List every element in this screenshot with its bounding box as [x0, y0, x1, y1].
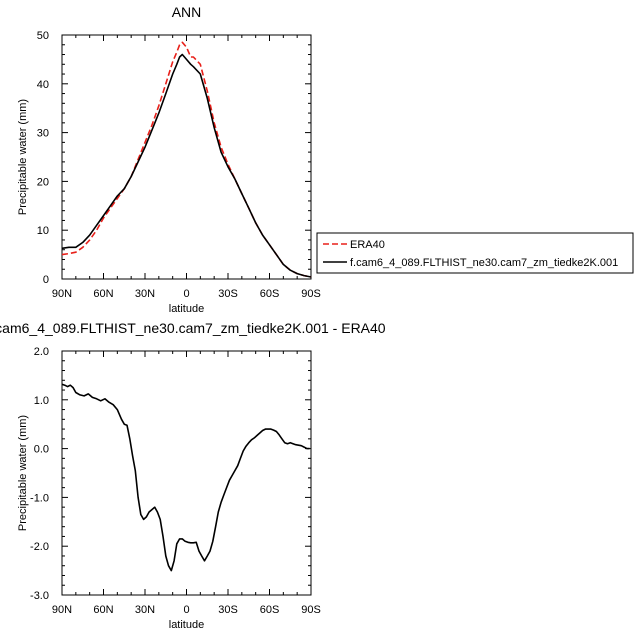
y-axis-label: Precipitable water (mm) [17, 415, 29, 531]
y-tick-label: 50 [37, 30, 49, 42]
y-tick-label: 0.0 [34, 444, 49, 456]
x-tick-label: 30S [218, 288, 238, 300]
legend-label-1: f.cam6_4_089.FLTHIST_ne30.cam7_zm_tiedke… [350, 257, 618, 269]
x-tick-label: 0 [183, 604, 189, 616]
bottom-panel: f.cam6_4_089.FLTHIST_ne30.cam7_zm_tiedke… [0, 320, 386, 631]
legend-box [316, 232, 634, 274]
x-tick-label: 30S [218, 604, 238, 616]
top-panel: ANN 90N 60N 30N 0 30S 60S 90S 0 10 20 30 40 50 latitud… [17, 4, 321, 315]
y-tick-label: 10 [37, 225, 49, 237]
x-tick-label: 90S [301, 288, 321, 300]
x-tick-label: 60N [93, 604, 113, 616]
y-tick-label: -2.0 [30, 541, 49, 553]
y-tick-label: 2.0 [34, 346, 49, 358]
chart-title: f.cam6_4_089.FLTHIST_ne30.cam7_zm_tiedke… [0, 320, 386, 336]
x-tick-label: 90S [301, 604, 321, 616]
series-line-1 [61, 53, 312, 278]
chart-title: ANN [172, 4, 202, 20]
x-tick-label: 60S [260, 288, 280, 300]
y-tick-label: 1.0 [34, 395, 49, 407]
x-tick-label: 60N [93, 288, 113, 300]
x-tick-label: 90N [52, 288, 72, 300]
y-tick-label: 0 [43, 274, 49, 286]
y-axis-label: Precipitable water (mm) [17, 99, 29, 215]
x-axis-label: latitude [169, 619, 204, 631]
x-axis-label: latitude [169, 303, 204, 315]
y-tick-label: 30 [37, 128, 49, 140]
y-tick-label: 40 [37, 79, 49, 91]
y-tick-label: 20 [37, 176, 49, 188]
legend: ERA40 f.cam6_4_089.FLTHIST_ne30.cam7_zm_t… [316, 232, 634, 274]
x-tick-label: 60S [260, 604, 280, 616]
legend-label-0: ERA40 [350, 239, 385, 251]
y-tick-label: -1.0 [30, 492, 49, 504]
series-line-0 [61, 383, 310, 572]
x-tick-label: 30N [135, 288, 155, 300]
x-tick-label: 30N [135, 604, 155, 616]
x-tick-label: 0 [183, 288, 189, 300]
y-tick-label: -3.0 [30, 590, 49, 602]
x-tick-label: 90N [52, 604, 72, 616]
